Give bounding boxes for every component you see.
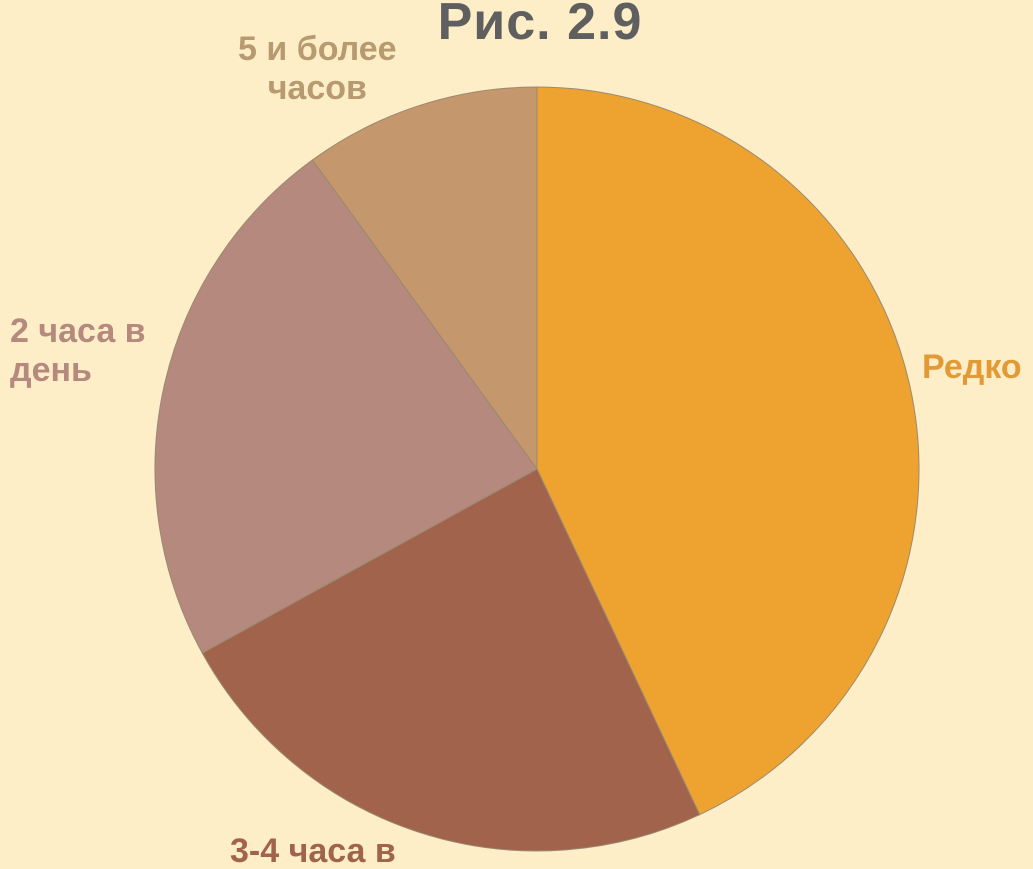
slice-label-redko: Редко bbox=[922, 348, 1022, 386]
slice-label-3-4-hours: 3-4 часа в bbox=[230, 832, 396, 869]
pie-slice-2 bbox=[154, 159, 538, 654]
pie-slice-1 bbox=[201, 468, 701, 852]
slice-label-5-plus-hours: 5 и более часов bbox=[238, 30, 397, 108]
slice-label-2-hours: 2 часа в день bbox=[10, 312, 146, 390]
pie-slice-0 bbox=[536, 86, 920, 816]
chart-title: Рис. 2.9 bbox=[437, 0, 643, 51]
pie-slice-3 bbox=[311, 86, 538, 471]
